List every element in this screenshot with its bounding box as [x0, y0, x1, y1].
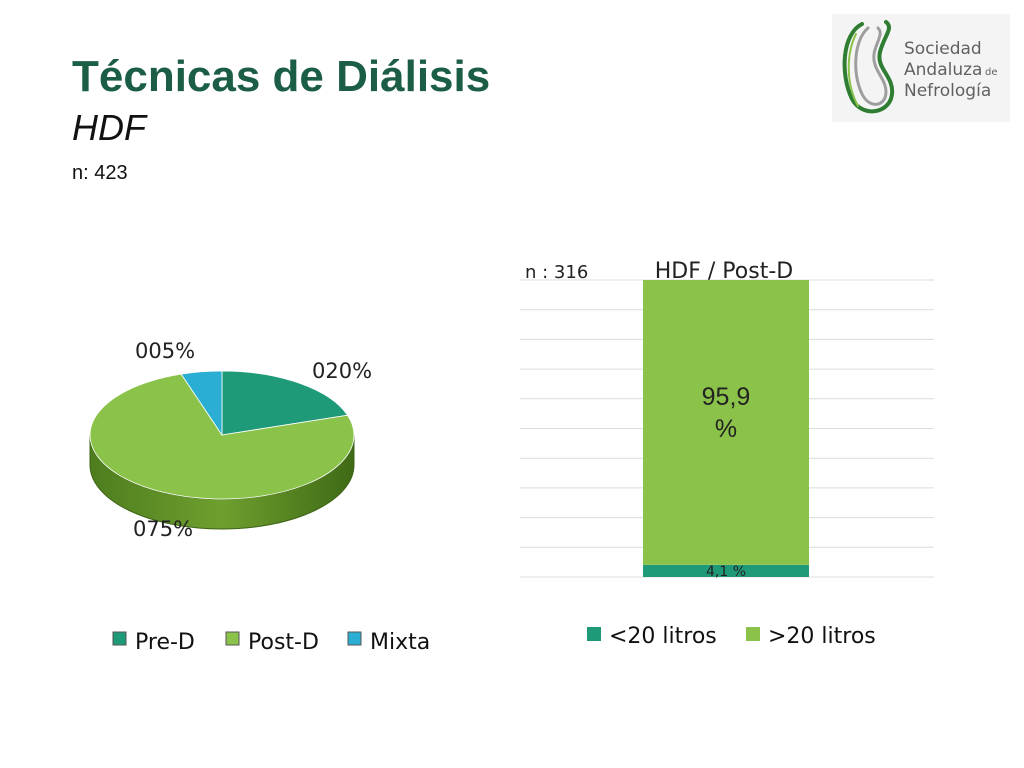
legend-label-mixta: Mixta — [370, 630, 430, 655]
legend-swatch-gt20 — [746, 627, 760, 641]
legend-label-post-d: Post-D — [248, 630, 319, 655]
legend-swatch-post-d — [225, 631, 240, 646]
legend-swatch-pre-d — [112, 631, 127, 646]
legend-label-pre-d: Pre-D — [135, 630, 195, 655]
legend-label-gt20: >20 litros — [768, 624, 876, 649]
pie-slice-mixta — [180, 370, 223, 437]
pie-label-mixta: 005% — [135, 339, 195, 363]
bar-legend: <20 litros >20 litros — [587, 624, 876, 649]
stacked-bar-chart: 4,1 % 95,9% n : 316 HDF / Post-D <20 litr… — [520, 259, 934, 649]
legend-swatch-lt20 — [587, 627, 601, 641]
pie-slice-post-d — [89, 373, 355, 500]
pie-legend: Pre-D Post-D Mixta — [112, 630, 430, 655]
pie-chart: 005% 020% 075% Pre-D Post-D Mixta — [89, 339, 430, 655]
logo-line-3: Nefrología — [904, 81, 991, 101]
bar-label-lt20: 4,1 % — [706, 564, 746, 580]
pie-label-pre-d: 020% — [312, 359, 372, 383]
legend-swatch-mixta — [347, 631, 362, 646]
logo-line-1: Sociedad — [904, 39, 982, 59]
sample-size: n: 423 — [72, 162, 128, 184]
pie-label-post-d: 075% — [133, 517, 193, 541]
logo-line-2-small: de — [985, 67, 998, 78]
page-title: Técnicas de Diálisis — [72, 52, 491, 101]
bar-label-gt20: 95,9% — [702, 383, 751, 443]
society-logo: Sociedad Andaluza de Nefrología — [832, 14, 1010, 122]
bar-segment-gt20 — [643, 280, 809, 565]
bar-chart-title: HDF / Post-D — [655, 259, 793, 284]
logo-mark-icon — [842, 20, 895, 114]
pie-slice-pre-d — [221, 370, 349, 436]
bar-segment-lt20 — [643, 564, 809, 577]
page-subtitle: HDF — [72, 107, 146, 148]
logo-line-2: Andaluza — [904, 60, 982, 80]
bar-n-annotation: n : 316 — [525, 262, 588, 283]
legend-label-lt20: <20 litros — [609, 624, 717, 649]
